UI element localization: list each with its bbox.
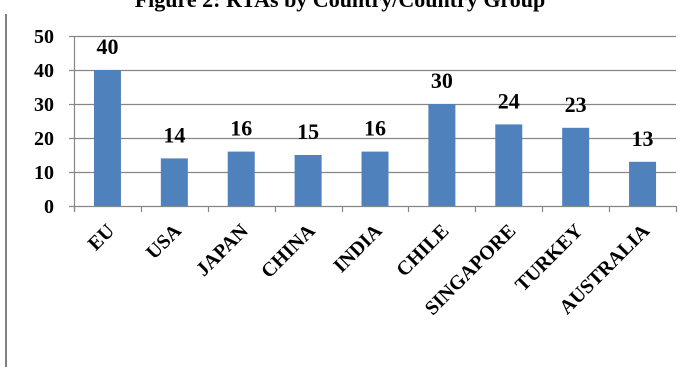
data-label: 24	[498, 88, 520, 113]
bar-chile	[428, 104, 456, 206]
bars	[93, 70, 657, 206]
data-label: 16	[230, 116, 252, 141]
bar-turkey	[562, 127, 590, 206]
x-category-label: JAPAN	[192, 220, 253, 281]
bar-usa	[160, 158, 188, 206]
x-category-label: CHINA	[257, 220, 320, 283]
y-tick-label: 0	[44, 196, 54, 218]
data-label: 23	[565, 92, 587, 117]
bar-singapore	[495, 124, 523, 206]
data-label: 15	[297, 119, 319, 144]
bar-india	[361, 151, 389, 206]
x-category-label: CHILE	[392, 220, 453, 281]
y-tick-label: 20	[34, 128, 54, 150]
y-tick-label: 10	[34, 162, 54, 184]
y-tick-label: 50	[34, 26, 54, 48]
y-tick-labels: 0 10 20 30 40 50	[34, 26, 54, 218]
x-category-label: INDIA	[329, 220, 387, 278]
data-labels: 40 14 16 15 16 30 24 23 13	[96, 34, 653, 151]
x-category-label: USA	[142, 220, 186, 264]
x-category-labels: EU USA JAPAN CHINA INDIA CHILESINGAPORETURKEY…	[84, 220, 655, 320]
bar-australia	[629, 161, 657, 206]
y-tick-label: 30	[34, 94, 54, 116]
bar-eu	[93, 70, 121, 206]
data-label: 40	[96, 34, 118, 59]
data-label: 14	[163, 122, 185, 147]
chart-title: Figure 2: RTAs by Country/Country Group	[135, 0, 546, 12]
bar-japan	[227, 151, 255, 206]
axes	[69, 35, 678, 212]
y-tick-label: 40	[34, 60, 54, 82]
x-category-label: EU	[84, 220, 119, 255]
data-label: 30	[431, 68, 453, 93]
data-label: 13	[632, 126, 654, 151]
bar-china	[294, 155, 322, 206]
data-label: 16	[364, 116, 386, 141]
